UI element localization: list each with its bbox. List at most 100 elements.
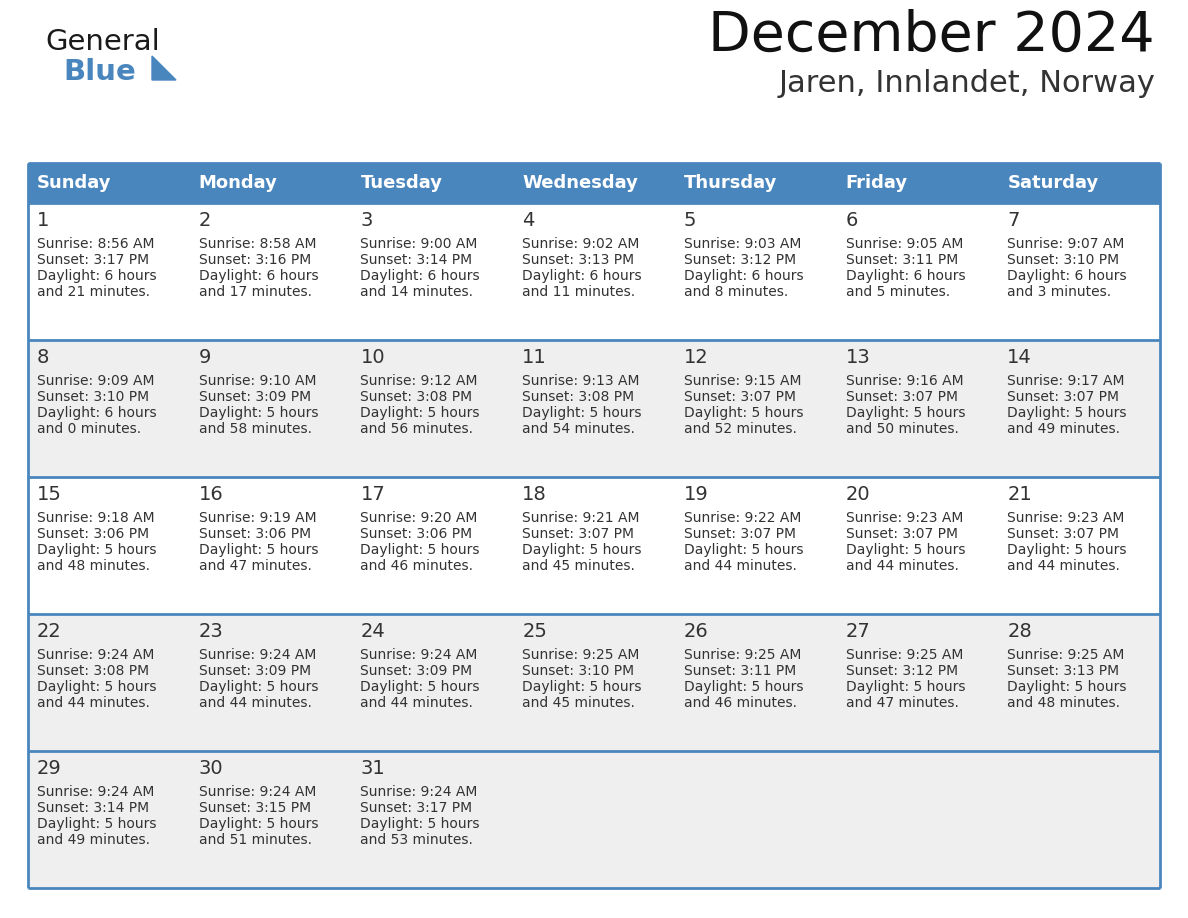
Text: Sunrise: 9:09 AM: Sunrise: 9:09 AM: [37, 374, 154, 388]
Text: Daylight: 6 hours: Daylight: 6 hours: [1007, 269, 1127, 283]
Text: Daylight: 5 hours: Daylight: 5 hours: [360, 680, 480, 694]
Text: Daylight: 5 hours: Daylight: 5 hours: [198, 543, 318, 557]
Text: and 49 minutes.: and 49 minutes.: [37, 833, 150, 847]
Text: 5: 5: [684, 211, 696, 230]
Text: Daylight: 5 hours: Daylight: 5 hours: [198, 680, 318, 694]
Text: Sunset: 3:12 PM: Sunset: 3:12 PM: [846, 664, 958, 678]
Text: Daylight: 5 hours: Daylight: 5 hours: [523, 680, 642, 694]
Text: Sunset: 3:10 PM: Sunset: 3:10 PM: [523, 664, 634, 678]
Text: Sunrise: 9:24 AM: Sunrise: 9:24 AM: [37, 648, 154, 662]
Text: Saturday: Saturday: [1007, 174, 1099, 192]
Text: 31: 31: [360, 759, 385, 778]
Text: and 0 minutes.: and 0 minutes.: [37, 422, 141, 436]
Bar: [675, 163, 836, 203]
Text: Daylight: 5 hours: Daylight: 5 hours: [523, 543, 642, 557]
Text: and 21 minutes.: and 21 minutes.: [37, 285, 150, 299]
Text: Daylight: 6 hours: Daylight: 6 hours: [37, 406, 157, 420]
Text: Daylight: 6 hours: Daylight: 6 hours: [360, 269, 480, 283]
Text: Sunset: 3:09 PM: Sunset: 3:09 PM: [198, 390, 311, 404]
Text: and 50 minutes.: and 50 minutes.: [846, 422, 959, 436]
Text: and 17 minutes.: and 17 minutes.: [198, 285, 311, 299]
Text: General: General: [45, 28, 159, 56]
Text: and 53 minutes.: and 53 minutes.: [360, 833, 473, 847]
Text: Wednesday: Wednesday: [523, 174, 638, 192]
Text: Sunrise: 9:23 AM: Sunrise: 9:23 AM: [1007, 511, 1125, 525]
Text: Daylight: 6 hours: Daylight: 6 hours: [684, 269, 803, 283]
Text: Daylight: 5 hours: Daylight: 5 hours: [198, 817, 318, 831]
Text: Blue: Blue: [63, 58, 135, 86]
Text: and 8 minutes.: and 8 minutes.: [684, 285, 788, 299]
Text: Sunset: 3:11 PM: Sunset: 3:11 PM: [846, 253, 958, 267]
Text: Friday: Friday: [846, 174, 908, 192]
Text: Sunset: 3:07 PM: Sunset: 3:07 PM: [1007, 390, 1119, 404]
Text: and 44 minutes.: and 44 minutes.: [198, 696, 311, 710]
Text: Sunset: 3:08 PM: Sunset: 3:08 PM: [360, 390, 473, 404]
Text: Sunset: 3:14 PM: Sunset: 3:14 PM: [37, 801, 150, 815]
Text: Daylight: 6 hours: Daylight: 6 hours: [846, 269, 965, 283]
Text: and 47 minutes.: and 47 minutes.: [846, 696, 959, 710]
Text: Sunrise: 9:02 AM: Sunrise: 9:02 AM: [523, 237, 639, 251]
Text: and 47 minutes.: and 47 minutes.: [198, 559, 311, 573]
Text: Sunrise: 9:20 AM: Sunrise: 9:20 AM: [360, 511, 478, 525]
Text: 28: 28: [1007, 622, 1032, 641]
Bar: [29, 340, 1159, 477]
Text: Sunrise: 8:58 AM: Sunrise: 8:58 AM: [198, 237, 316, 251]
Text: Sunset: 3:15 PM: Sunset: 3:15 PM: [198, 801, 311, 815]
Text: Sunrise: 9:05 AM: Sunrise: 9:05 AM: [846, 237, 963, 251]
Text: Sunset: 3:07 PM: Sunset: 3:07 PM: [684, 527, 796, 541]
Text: December 2024: December 2024: [708, 9, 1155, 63]
Text: 24: 24: [360, 622, 385, 641]
Text: and 44 minutes.: and 44 minutes.: [684, 559, 797, 573]
Text: Sunrise: 9:25 AM: Sunrise: 9:25 AM: [523, 648, 639, 662]
Text: Sunset: 3:12 PM: Sunset: 3:12 PM: [684, 253, 796, 267]
Text: Daylight: 5 hours: Daylight: 5 hours: [360, 543, 480, 557]
Text: Sunrise: 9:21 AM: Sunrise: 9:21 AM: [523, 511, 639, 525]
Text: Sunset: 3:09 PM: Sunset: 3:09 PM: [198, 664, 311, 678]
Text: Sunday: Sunday: [37, 174, 112, 192]
Text: Sunrise: 9:25 AM: Sunrise: 9:25 AM: [1007, 648, 1125, 662]
Text: Daylight: 5 hours: Daylight: 5 hours: [1007, 680, 1126, 694]
Text: 9: 9: [198, 348, 211, 367]
Bar: [29, 163, 190, 203]
Text: Daylight: 5 hours: Daylight: 5 hours: [846, 543, 965, 557]
Text: Sunrise: 9:07 AM: Sunrise: 9:07 AM: [1007, 237, 1125, 251]
Bar: [352, 163, 513, 203]
Text: and 3 minutes.: and 3 minutes.: [1007, 285, 1112, 299]
Text: and 45 minutes.: and 45 minutes.: [523, 696, 636, 710]
Text: 13: 13: [846, 348, 871, 367]
Text: Sunrise: 9:24 AM: Sunrise: 9:24 AM: [37, 785, 154, 799]
Text: 14: 14: [1007, 348, 1032, 367]
Text: Sunset: 3:07 PM: Sunset: 3:07 PM: [846, 390, 958, 404]
Text: and 54 minutes.: and 54 minutes.: [523, 422, 636, 436]
Text: and 45 minutes.: and 45 minutes.: [523, 559, 636, 573]
Text: Sunset: 3:13 PM: Sunset: 3:13 PM: [1007, 664, 1119, 678]
Text: Sunset: 3:10 PM: Sunset: 3:10 PM: [1007, 253, 1119, 267]
Text: Sunrise: 9:18 AM: Sunrise: 9:18 AM: [37, 511, 154, 525]
Text: Sunrise: 9:22 AM: Sunrise: 9:22 AM: [684, 511, 801, 525]
Bar: [836, 163, 998, 203]
Text: Sunset: 3:06 PM: Sunset: 3:06 PM: [198, 527, 311, 541]
Text: 26: 26: [684, 622, 708, 641]
Text: Jaren, Innlandet, Norway: Jaren, Innlandet, Norway: [778, 69, 1155, 98]
Text: 21: 21: [1007, 485, 1032, 504]
Text: Daylight: 5 hours: Daylight: 5 hours: [360, 817, 480, 831]
Text: Sunset: 3:11 PM: Sunset: 3:11 PM: [684, 664, 796, 678]
Text: Sunrise: 9:13 AM: Sunrise: 9:13 AM: [523, 374, 639, 388]
Text: Sunrise: 9:00 AM: Sunrise: 9:00 AM: [360, 237, 478, 251]
Text: 3: 3: [360, 211, 373, 230]
Text: 30: 30: [198, 759, 223, 778]
Text: Sunset: 3:17 PM: Sunset: 3:17 PM: [360, 801, 473, 815]
Text: Sunset: 3:07 PM: Sunset: 3:07 PM: [1007, 527, 1119, 541]
Text: Daylight: 5 hours: Daylight: 5 hours: [684, 543, 803, 557]
Text: Daylight: 5 hours: Daylight: 5 hours: [1007, 406, 1126, 420]
Text: Monday: Monday: [198, 174, 278, 192]
Text: 29: 29: [37, 759, 62, 778]
Text: Daylight: 5 hours: Daylight: 5 hours: [37, 680, 157, 694]
Text: Thursday: Thursday: [684, 174, 777, 192]
Bar: [998, 163, 1159, 203]
Text: Sunrise: 9:24 AM: Sunrise: 9:24 AM: [360, 785, 478, 799]
Text: Daylight: 6 hours: Daylight: 6 hours: [523, 269, 642, 283]
Text: Sunrise: 9:24 AM: Sunrise: 9:24 AM: [360, 648, 478, 662]
Text: Sunset: 3:07 PM: Sunset: 3:07 PM: [846, 527, 958, 541]
Polygon shape: [152, 56, 176, 80]
